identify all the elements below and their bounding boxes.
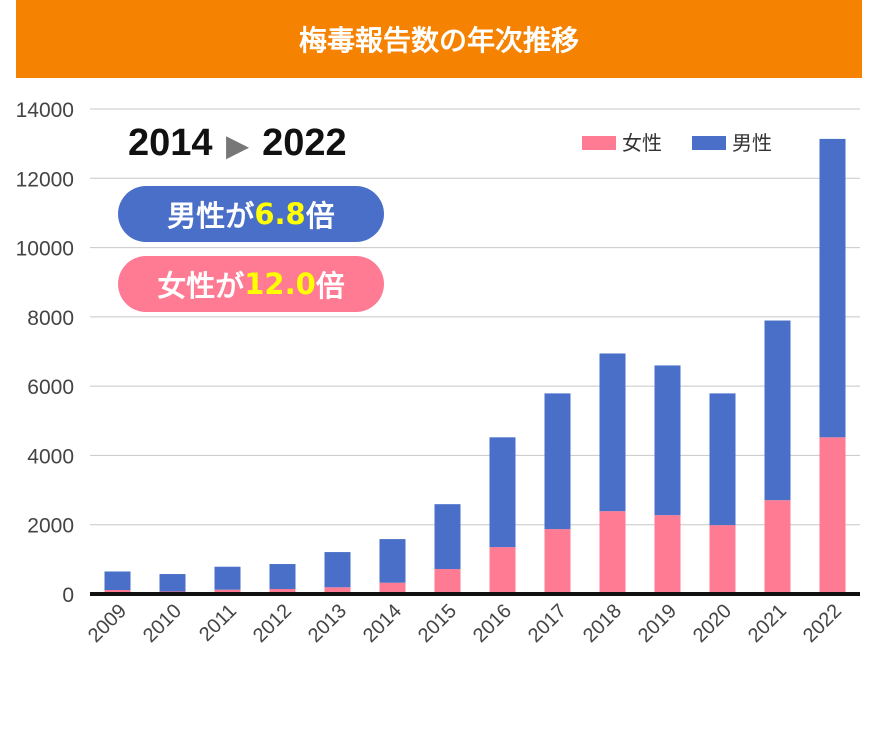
y-tick-label: 4000 bbox=[27, 445, 74, 468]
bar-female bbox=[489, 547, 516, 594]
x-tick-label: 2019 bbox=[634, 600, 681, 647]
bar-male bbox=[159, 574, 186, 592]
legend-swatch bbox=[692, 136, 726, 150]
x-tick-label: 2013 bbox=[304, 600, 351, 647]
from-year: 2014 bbox=[128, 122, 213, 164]
y-tick-label: 0 bbox=[62, 584, 74, 607]
bar-male bbox=[599, 353, 626, 512]
bar-female bbox=[709, 525, 736, 594]
bar-female bbox=[599, 511, 626, 594]
bar-male bbox=[709, 393, 736, 526]
bar-female bbox=[214, 589, 241, 594]
male-suffix: 倍 bbox=[305, 199, 335, 233]
x-tick-label: 2015 bbox=[414, 600, 461, 647]
x-tick-label: 2009 bbox=[84, 600, 131, 647]
female-ratio: 12.0 bbox=[244, 267, 316, 301]
male-prefix: 男性が bbox=[167, 199, 255, 233]
x-tick-label: 2017 bbox=[524, 600, 571, 647]
y-tick-label: 14000 bbox=[16, 99, 74, 122]
y-tick-label: 8000 bbox=[27, 307, 74, 330]
x-tick-label: 2011 bbox=[195, 600, 241, 646]
bar-male bbox=[544, 393, 571, 530]
bar-male bbox=[379, 539, 406, 583]
legend-label: 女性 bbox=[622, 131, 662, 155]
x-tick-label: 2022 bbox=[799, 600, 846, 647]
y-tick-label: 2000 bbox=[27, 515, 74, 538]
bar-male bbox=[104, 571, 131, 591]
bar-female bbox=[654, 515, 681, 594]
bar-male bbox=[214, 566, 241, 590]
legend-swatch bbox=[582, 136, 616, 150]
female-prefix: 女性が bbox=[157, 269, 245, 303]
male-ratio: 6.8 bbox=[254, 197, 306, 231]
y-tick-label: 10000 bbox=[16, 238, 74, 261]
bar-male bbox=[764, 320, 791, 501]
bar-female bbox=[269, 589, 296, 594]
bar-female bbox=[434, 569, 461, 594]
chart-title: 梅毒報告数の年次推移 bbox=[16, 0, 862, 78]
bar-female bbox=[819, 437, 846, 594]
bar-male bbox=[269, 564, 296, 590]
bar-female bbox=[379, 582, 406, 594]
x-tick-label: 2010 bbox=[139, 600, 186, 647]
bar-female bbox=[324, 587, 351, 594]
x-tick-label: 2020 bbox=[689, 600, 736, 647]
arrow-icon: ▶ bbox=[226, 130, 249, 161]
y-tick-label: 6000 bbox=[27, 376, 74, 399]
x-tick-label: 2021 bbox=[744, 600, 791, 647]
y-tick-label: 12000 bbox=[16, 168, 74, 191]
year-range: 2014 ▶ 2022 bbox=[128, 122, 347, 165]
bar-female bbox=[544, 529, 571, 594]
bar-male bbox=[819, 138, 846, 438]
bar-male bbox=[489, 437, 516, 548]
male-ratio-badge: 男性が 6.8 倍 bbox=[118, 186, 384, 242]
bar-male bbox=[654, 365, 681, 516]
bar-male bbox=[324, 552, 351, 588]
bar-male bbox=[434, 504, 461, 570]
legend-label: 男性 bbox=[732, 131, 772, 155]
female-ratio-badge: 女性が 12.0 倍 bbox=[118, 256, 384, 312]
x-tick-label: 2012 bbox=[249, 600, 296, 647]
female-suffix: 倍 bbox=[315, 269, 345, 303]
to-year: 2022 bbox=[262, 122, 347, 164]
x-tick-label: 2018 bbox=[579, 600, 626, 647]
x-tick-label: 2016 bbox=[469, 600, 516, 647]
bar-female bbox=[764, 500, 791, 594]
x-tick-label: 2014 bbox=[359, 600, 406, 647]
